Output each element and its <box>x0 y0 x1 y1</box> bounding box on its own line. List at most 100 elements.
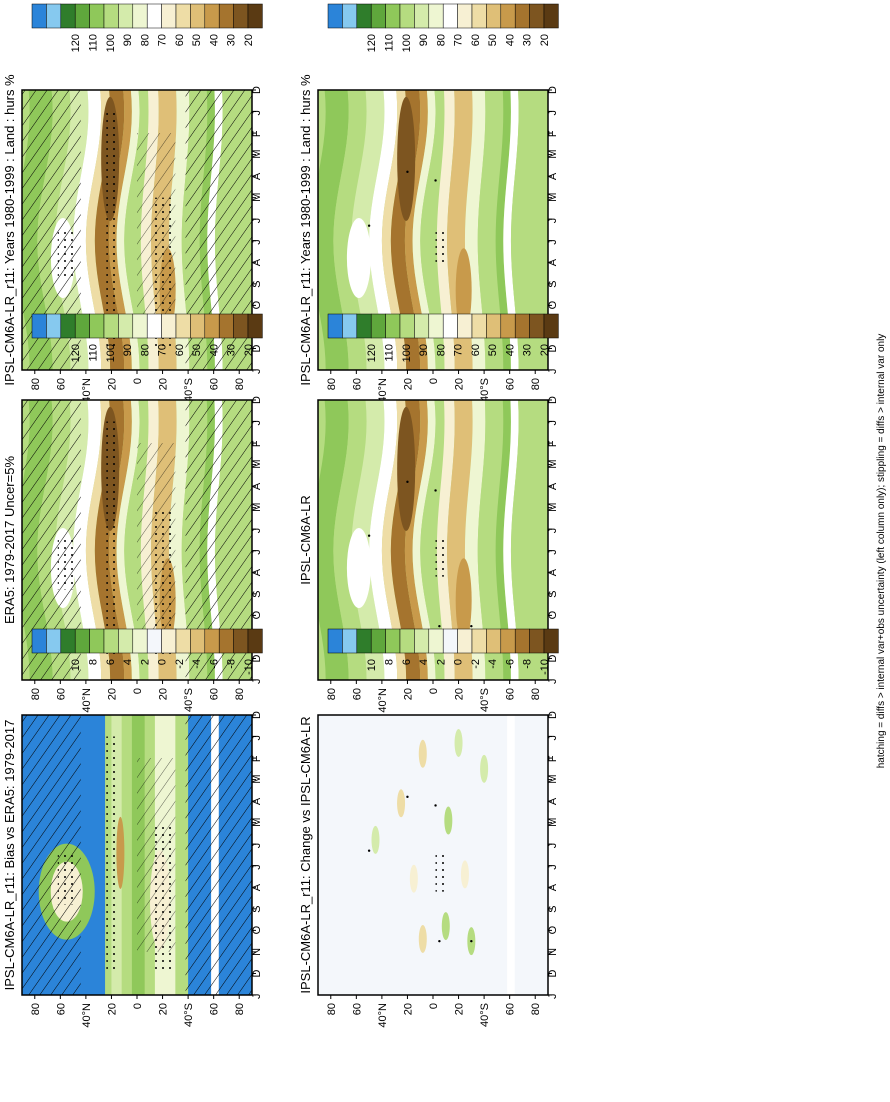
colorbar-swatch <box>414 628 430 654</box>
colorbar-label: 30 <box>226 344 238 356</box>
month-tick-label: D <box>547 711 559 719</box>
month-tick-label: J <box>251 218 263 224</box>
colorbar-swatch <box>175 313 191 339</box>
change-blob <box>418 739 427 768</box>
lat-tick-label: 20 <box>402 1003 414 1015</box>
stippling-region <box>106 736 120 974</box>
colorbar-label: -2 <box>174 659 186 669</box>
colorbar-swatch <box>500 3 516 29</box>
dry-core <box>397 406 416 531</box>
month-tick-label: J <box>547 735 559 741</box>
month-tick-label: O <box>251 925 263 934</box>
month-tick-label: J <box>547 843 559 849</box>
colorbar-swatch <box>529 628 545 654</box>
colorbar-swatch <box>385 3 401 29</box>
stipple-dot <box>367 849 371 852</box>
colorbar-swatch <box>175 3 191 29</box>
month-tick-label: J <box>547 679 559 685</box>
month-tick-label: D <box>251 711 263 719</box>
month-tick-label: J <box>547 994 559 1000</box>
colorbar-label: 110 <box>87 34 99 52</box>
month-tick-label: S <box>547 281 559 288</box>
change-blob <box>371 825 380 854</box>
lat-tick-label: 0 <box>132 1003 144 1009</box>
colorbar-swatch <box>327 313 343 339</box>
lat-tick-label: 80 <box>30 378 42 390</box>
colorbar-label: -4 <box>191 659 203 669</box>
lat-tick-label: 40°S <box>479 378 491 402</box>
stipple-dot <box>367 224 371 227</box>
month-tick-label: D <box>547 654 559 662</box>
panel-plot-area <box>22 90 252 370</box>
colorbar-swatch <box>46 313 62 339</box>
month-tick-label: D <box>251 654 263 662</box>
lat-tick-label: 40°S <box>479 1003 491 1027</box>
colorbar-label: 20 <box>243 344 255 356</box>
month-tick-label: N <box>251 948 263 956</box>
month-tick-label: A <box>251 482 263 490</box>
stipple-dot <box>406 170 409 174</box>
month-tick-label: O <box>251 300 263 309</box>
colorbar-label: 0 <box>157 659 169 665</box>
month-tick-label: A <box>251 258 263 266</box>
hurs-band <box>404 90 428 370</box>
colorbar-swatch <box>514 3 530 29</box>
lat-tick-label: 0 <box>132 378 144 384</box>
colorbar-label: 20 <box>243 34 255 46</box>
change-blob <box>441 912 450 941</box>
colorbar-swatch <box>514 628 530 654</box>
colorbar-swatch <box>399 3 415 29</box>
lat-tick-label: 60 <box>505 378 517 390</box>
panel-title: IPSL-CM6A-LR_r11: Bias vs ERA5: 1979-201… <box>2 720 17 991</box>
hurs-band <box>420 90 445 370</box>
month-tick-label: S <box>547 591 559 598</box>
colorbar-swatch <box>175 628 191 654</box>
lat-tick-label: 80 <box>326 688 338 700</box>
hurs-band <box>351 400 385 680</box>
colorbar-swatch <box>132 3 148 29</box>
colorbar-swatch <box>356 313 372 339</box>
colorbar-label: 60 <box>174 344 186 356</box>
month-tick-label: D <box>251 969 263 977</box>
month-tick-label: J <box>547 549 559 555</box>
dry-core <box>397 96 416 221</box>
colorbar-label: 4 <box>418 659 430 665</box>
change-blob <box>444 806 453 835</box>
lat-tick-label: 20 <box>402 688 414 700</box>
lat-tick-label: 20 <box>158 1003 170 1015</box>
lat-tick-label: 60 <box>55 688 67 700</box>
colorbar-label: 100 <box>401 34 413 52</box>
colorbar-label: 60 <box>174 34 186 46</box>
lat-tick-label: 80 <box>30 688 42 700</box>
colorbar-swatch <box>89 3 105 29</box>
colorbar-label: 50 <box>487 344 499 356</box>
colorbar-label: 80 <box>139 34 151 46</box>
month-tick-label: J <box>547 369 559 375</box>
colorbar-label: 20 <box>539 34 551 46</box>
hurs-band <box>495 90 511 370</box>
colorbar-swatch <box>146 313 162 339</box>
colorbar-swatch <box>161 628 177 654</box>
colorbar: 120 110 100 90 80 70 60 50 40 30 20 <box>327 313 559 362</box>
month-tick-label: J <box>251 369 263 375</box>
colorbar-label: 40 <box>504 344 516 356</box>
colorbar-label: 30 <box>226 34 238 46</box>
lat-tick-label: 60 <box>209 1003 221 1015</box>
stippling-region <box>57 855 76 905</box>
colorbar-label: 70 <box>157 34 169 46</box>
month-tick-label: J <box>251 994 263 1000</box>
lat-tick-label: 40°N <box>377 1003 389 1028</box>
panel-title: IPSL-CM6A-LR_r11: Change vs IPSL-CM6A-LR <box>298 716 313 993</box>
month-tick-label: F <box>547 440 559 447</box>
colorbar-swatch <box>60 313 76 339</box>
panel-p1: IPSL-CM6A-LR_r11: Years 1980-1999 : Land… <box>2 3 263 403</box>
month-tick-label: M <box>251 149 263 158</box>
lat-tick-label: 20 <box>106 1003 118 1015</box>
month-tick-label: J <box>251 549 263 555</box>
month-tick-label: S <box>251 281 263 288</box>
colorbar-label: 120 <box>70 34 82 52</box>
lat-tick-label: 80 <box>530 1003 542 1015</box>
stippling-region <box>154 822 173 974</box>
month-tick-label: N <box>547 948 559 956</box>
stipple-dot <box>434 179 437 182</box>
